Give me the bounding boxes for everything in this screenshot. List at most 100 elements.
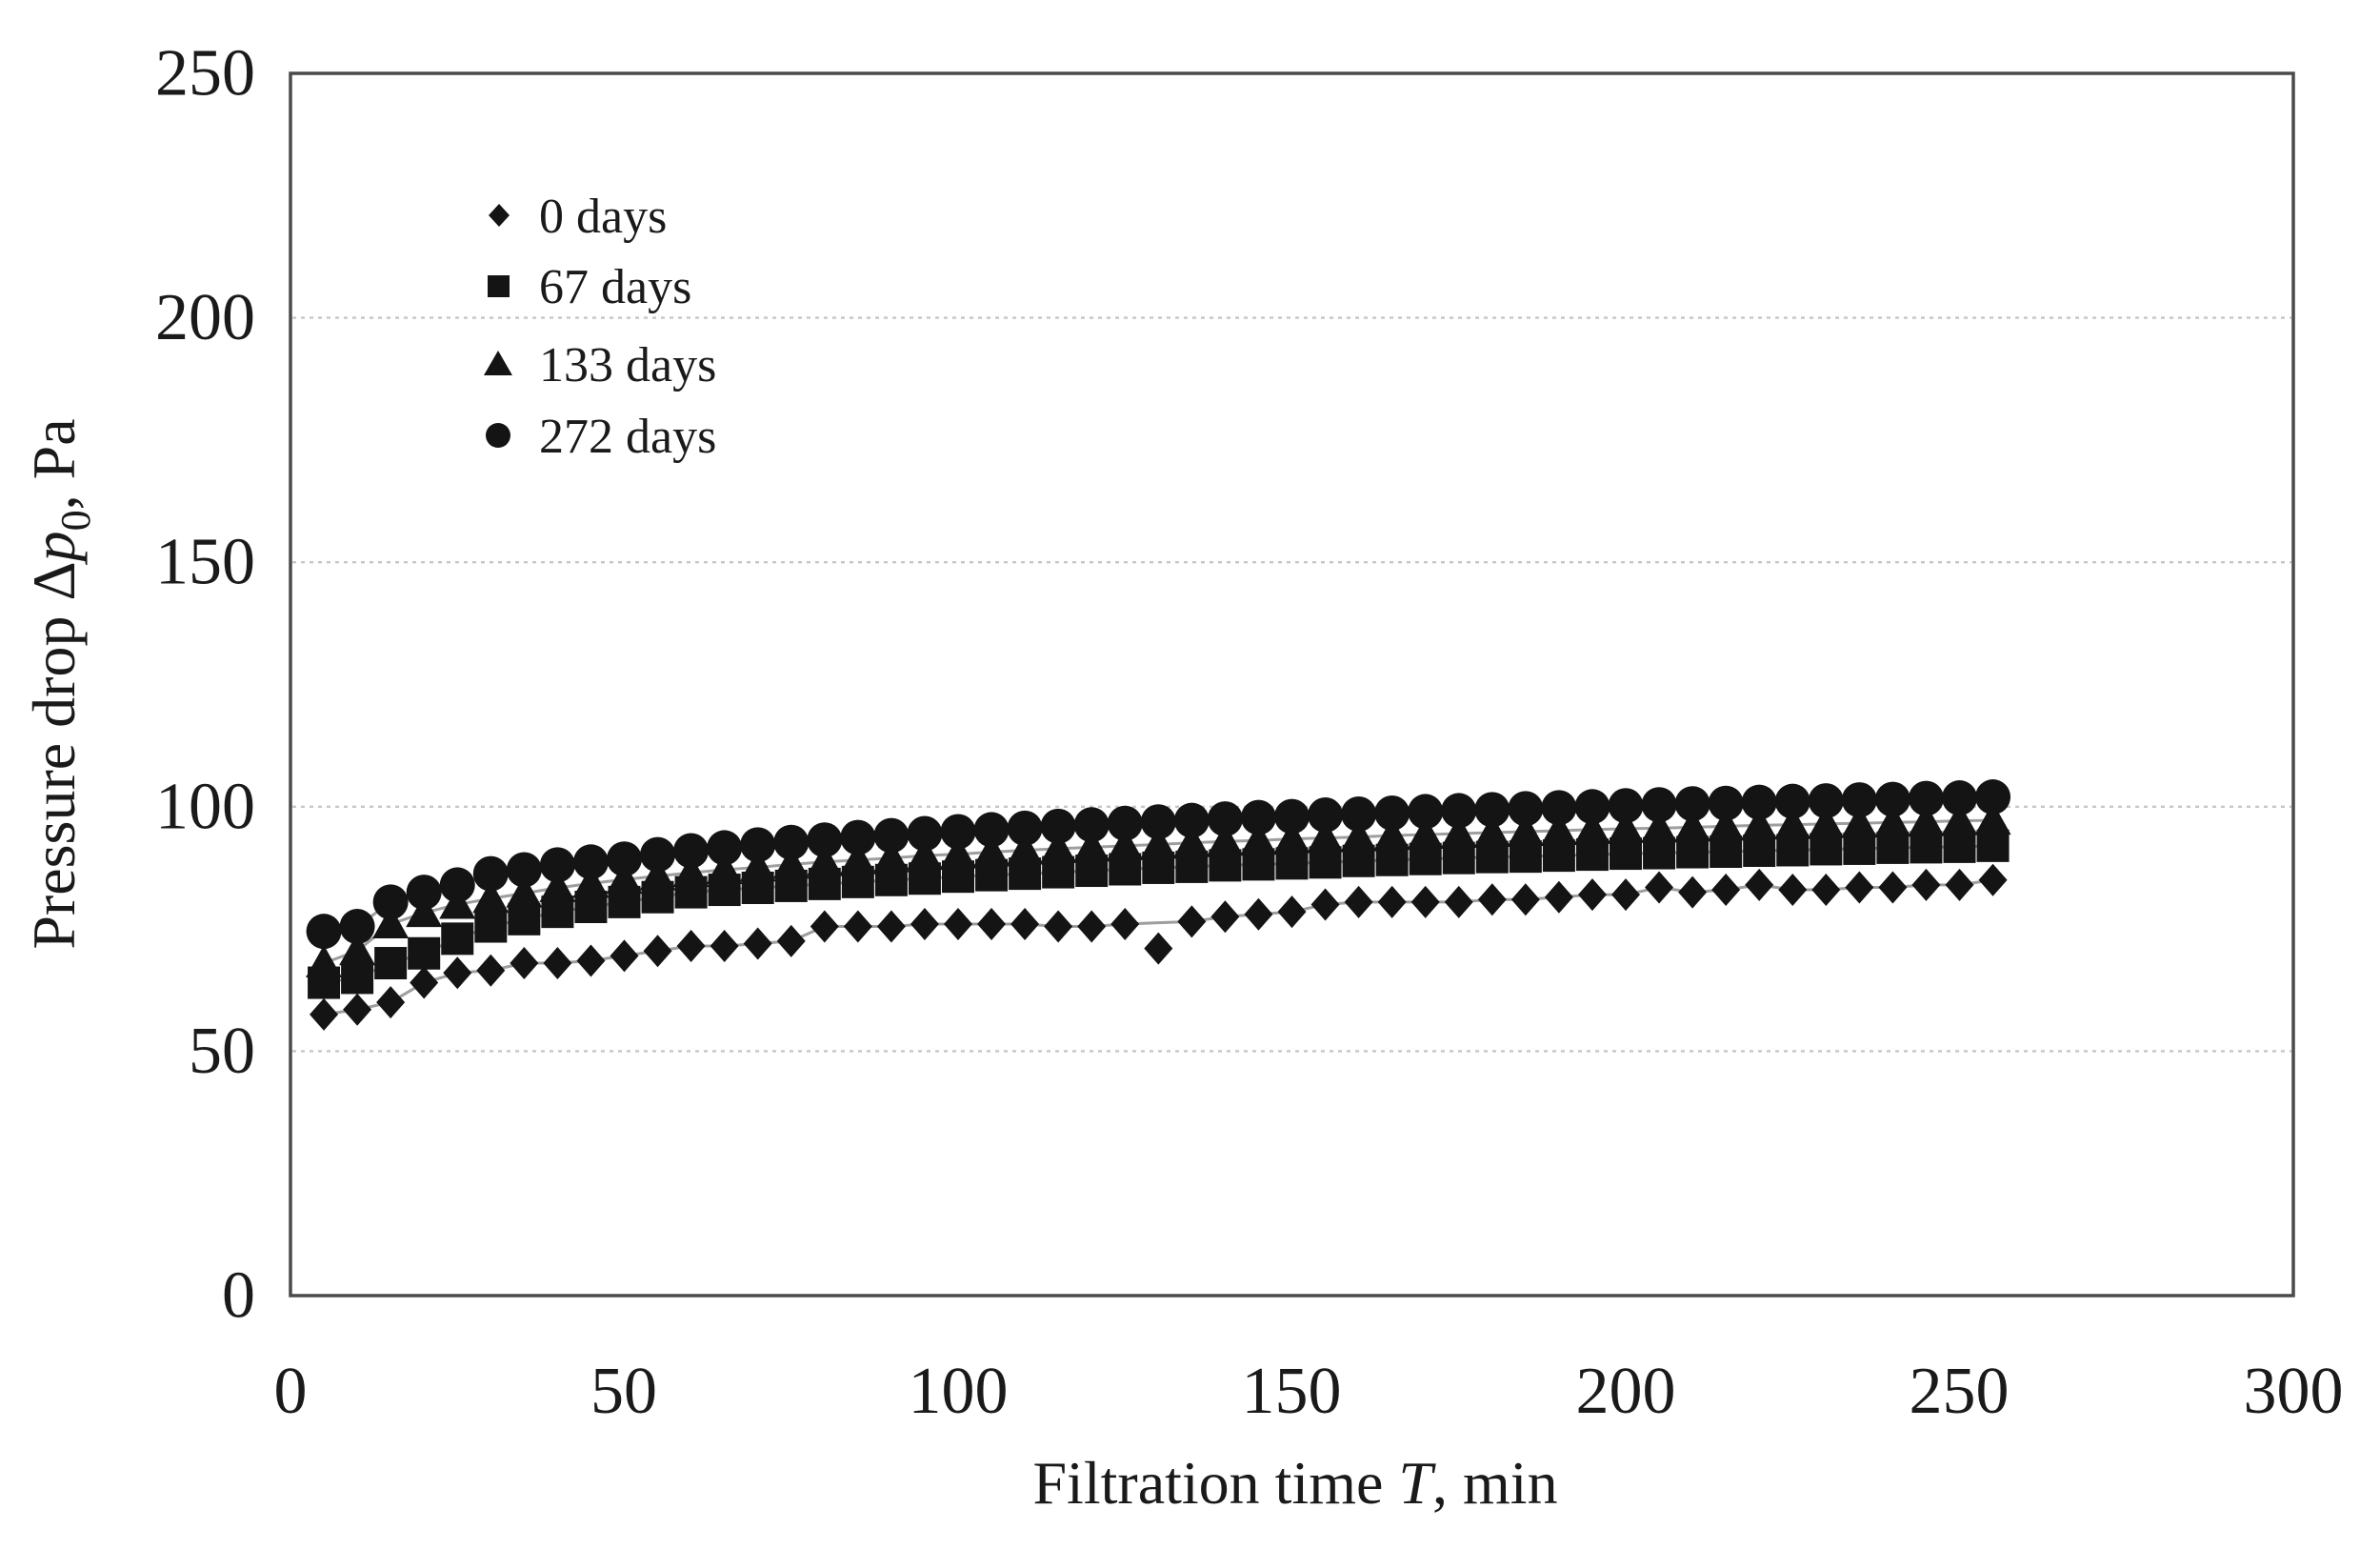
data-point-triangle — [739, 849, 776, 882]
data-point-circle — [1942, 780, 1977, 816]
data-point-square — [508, 902, 541, 935]
data-point-diamond — [1110, 907, 1140, 940]
data-point-triangle — [1273, 820, 1310, 854]
data-point-diamond — [1244, 897, 1273, 931]
data-point-square — [1810, 833, 1843, 866]
data-point-diamond — [1678, 875, 1708, 909]
data-point-diamond — [876, 910, 906, 943]
data-point-triangle — [973, 834, 1010, 867]
data-point-square — [1943, 830, 1976, 863]
data-point-circle — [1841, 782, 1877, 818]
data-point-diamond — [944, 907, 972, 940]
data-point-circle — [539, 847, 575, 883]
data-point-diamond — [1711, 874, 1741, 907]
data-point-triangle — [1874, 804, 1911, 837]
data-point-square — [341, 961, 374, 995]
data-point-circle — [1741, 784, 1777, 820]
data-point-triangle — [1007, 832, 1044, 865]
data-point-triangle — [1573, 811, 1610, 844]
data-point-square — [1843, 832, 1876, 865]
data-point-diamond — [443, 956, 472, 990]
data-point-square — [374, 947, 408, 980]
data-point-circle — [907, 815, 943, 852]
data-point-diamond — [610, 939, 639, 973]
data-point-triangle — [1841, 805, 1878, 838]
data-point-diamond — [843, 910, 872, 943]
data-point-diamond — [1745, 868, 1774, 901]
data-point-circle — [1874, 781, 1910, 817]
data-point-triangle — [1808, 805, 1845, 838]
data-point-circle — [372, 884, 409, 920]
data-point-circle — [1541, 790, 1577, 826]
data-point-diamond — [510, 947, 539, 980]
y-tick-label: 200 — [155, 281, 255, 354]
data-point-circle — [840, 819, 876, 855]
data-point-triangle — [1507, 813, 1544, 846]
data-point-circle — [673, 833, 710, 869]
data-point-diamond — [1144, 932, 1173, 965]
data-point-diamond — [710, 930, 739, 963]
data-point-triangle — [1641, 810, 1678, 843]
data-point-diamond — [1845, 871, 1874, 904]
data-point-diamond — [1510, 883, 1540, 916]
data-point-circle — [940, 814, 976, 850]
data-point-circle — [1040, 808, 1076, 844]
data-point-square — [1776, 834, 1810, 867]
y-tick-label: 100 — [155, 770, 255, 843]
data-point-triangle — [1173, 824, 1210, 857]
data-point-circle — [607, 841, 642, 877]
data-point-circle — [1374, 795, 1410, 831]
data-point-square — [1976, 829, 2010, 862]
data-point-diamond — [476, 954, 506, 987]
data-point-diamond — [1945, 868, 1974, 901]
data-point-circle — [339, 909, 375, 945]
data-point-triangle — [1974, 802, 2011, 835]
data-point-triangle — [606, 861, 643, 895]
x-tick-label: 300 — [2244, 1355, 2344, 1428]
plot-border — [289, 71, 2295, 1298]
data-point-triangle — [506, 875, 543, 908]
data-point-triangle — [1107, 827, 1144, 860]
data-point-diamond — [543, 947, 572, 980]
data-point-triangle — [372, 905, 410, 938]
x-tick-label: 50 — [590, 1355, 657, 1428]
data-point-circle — [1574, 789, 1610, 825]
data-point-diamond — [1778, 874, 1808, 907]
data-point-circle — [506, 852, 542, 888]
data-point-triangle — [1741, 807, 1778, 840]
data-point-diamond — [1444, 885, 1473, 918]
data-point-triangle — [1674, 809, 1711, 842]
data-point-diamond — [1210, 900, 1240, 934]
legend: 0 days 67 days 133 days 272 days — [484, 190, 716, 464]
x-tick-label: 100 — [909, 1355, 1009, 1428]
data-point-triangle — [706, 852, 743, 885]
data-point-triangle — [1440, 815, 1477, 849]
y-axis-title: Pressure drop Δp0, Pa — [20, 418, 99, 949]
data-point-circle — [1007, 810, 1043, 846]
data-point-triangle — [639, 857, 676, 891]
data-point-circle — [1308, 797, 1344, 834]
data-point-triangle — [906, 837, 943, 871]
series-layer — [306, 779, 2011, 1031]
data-point-square — [1910, 831, 1943, 864]
data-point-diamond — [1044, 910, 1073, 943]
data-point-circle — [973, 812, 1010, 848]
legend-label: 133 days — [539, 338, 716, 392]
data-point-diamond — [676, 930, 706, 963]
data-point-triangle — [1373, 817, 1410, 851]
y-axis-ticks: 250 200 150 100 50 0 — [155, 37, 255, 1333]
data-point-triangle — [572, 865, 610, 898]
data-point-circle — [773, 824, 810, 860]
y-tick-label: 50 — [189, 1015, 255, 1088]
data-point-triangle — [940, 835, 976, 869]
data-point-triangle — [472, 880, 510, 914]
data-point-diamond — [743, 927, 772, 960]
data-point-diamond — [310, 997, 339, 1031]
data-point-triangle — [539, 869, 576, 902]
data-point-circle — [572, 844, 609, 880]
data-point-circle — [640, 836, 676, 873]
data-point-square — [408, 936, 441, 970]
data-point-diamond — [1811, 874, 1841, 907]
diamond-marker-icon — [489, 204, 510, 227]
